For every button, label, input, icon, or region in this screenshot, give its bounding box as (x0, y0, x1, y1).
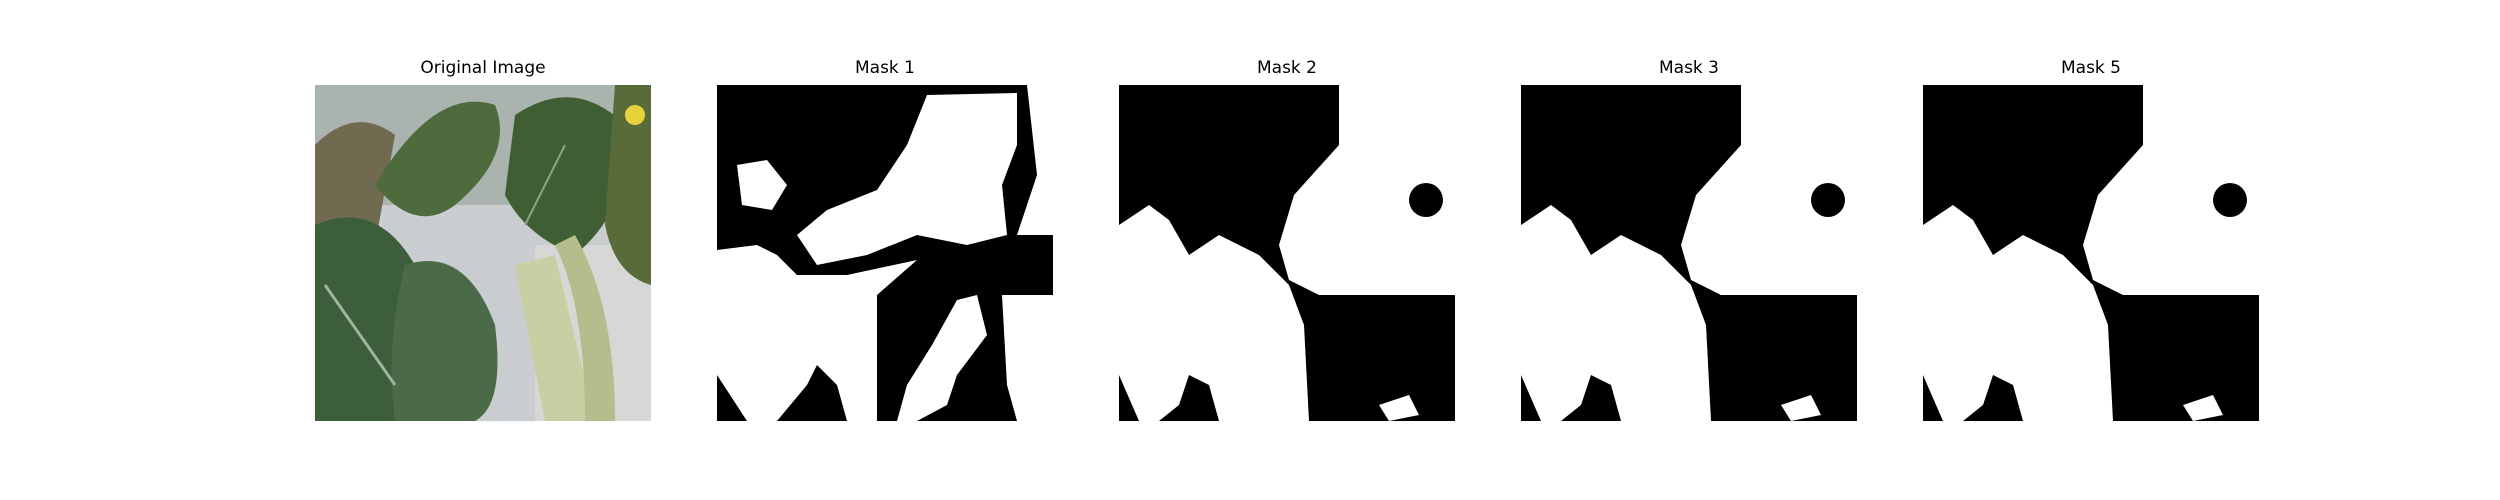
mask-5-image (1923, 85, 2259, 421)
panel-title-mask-3: Mask 3 (1658, 58, 1719, 78)
panel-title-mask-2: Mask 2 (1256, 58, 1317, 78)
panel-title-mask-5: Mask 5 (2060, 58, 2121, 78)
mask-1-image (717, 85, 1053, 421)
mask-2-image (1119, 85, 1455, 421)
panel-title-mask-1: Mask 1 (854, 58, 915, 78)
mask-3-image (1521, 85, 1857, 421)
original-image (315, 85, 651, 421)
panel-title-original-image: Original Image (420, 58, 546, 78)
